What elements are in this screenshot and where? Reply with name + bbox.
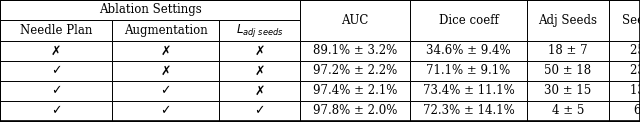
Bar	[527, 61, 609, 81]
Text: 97.2% ± 2.2%: 97.2% ± 2.2%	[313, 65, 397, 77]
Bar	[300, 81, 410, 101]
Text: Ablation Settings: Ablation Settings	[99, 4, 202, 16]
Text: 6 ± 4: 6 ± 4	[634, 105, 640, 117]
Bar	[609, 81, 640, 101]
Bar	[410, 81, 527, 101]
Bar	[0, 61, 112, 81]
Text: 25 ± 9: 25 ± 9	[630, 45, 640, 57]
Bar	[0, 41, 112, 61]
Text: 30 ± 15: 30 ± 15	[545, 85, 591, 97]
Bar	[609, 61, 640, 81]
Text: AUC: AUC	[341, 14, 369, 27]
Bar	[112, 20, 219, 41]
Text: ✗: ✗	[254, 45, 265, 57]
Bar	[527, 41, 609, 61]
Bar	[300, 0, 410, 41]
Bar	[0, 20, 112, 41]
Text: ✓: ✓	[160, 105, 171, 117]
Bar	[0, 0, 300, 20]
Text: ✗: ✗	[254, 85, 265, 97]
Bar	[410, 101, 527, 121]
Bar	[219, 101, 300, 121]
Bar	[300, 101, 410, 121]
Bar	[112, 61, 219, 81]
Text: 71.1% ± 9.1%: 71.1% ± 9.1%	[426, 65, 511, 77]
Text: 50 ± 18: 50 ± 18	[545, 65, 591, 77]
Text: ✗: ✗	[51, 45, 61, 57]
Bar	[410, 61, 527, 81]
Text: 97.4% ± 2.1%: 97.4% ± 2.1%	[313, 85, 397, 97]
Bar	[300, 41, 410, 61]
Text: 34.6% ± 9.4%: 34.6% ± 9.4%	[426, 45, 511, 57]
Text: 18 ± 7: 18 ± 7	[548, 45, 588, 57]
Bar	[609, 101, 640, 121]
Text: 89.1% ± 3.2%: 89.1% ± 3.2%	[313, 45, 397, 57]
Bar	[219, 41, 300, 61]
Bar	[0, 101, 112, 121]
Text: ✗: ✗	[254, 65, 265, 77]
Bar	[609, 0, 640, 41]
Text: ✓: ✓	[254, 105, 265, 117]
Bar	[300, 61, 410, 81]
Text: $L_{adj\ seeds}$: $L_{adj\ seeds}$	[236, 22, 284, 39]
Text: 4 ± 5: 4 ± 5	[552, 105, 584, 117]
Text: Needle Plan: Needle Plan	[20, 24, 92, 37]
Text: ✓: ✓	[51, 85, 61, 97]
Bar	[609, 41, 640, 61]
Bar	[219, 81, 300, 101]
Text: ✗: ✗	[160, 45, 171, 57]
Bar	[527, 81, 609, 101]
Text: Dice coeff: Dice coeff	[438, 14, 499, 27]
Bar	[112, 41, 219, 61]
Text: Seed Diff: Seed Diff	[623, 14, 640, 27]
Bar	[219, 61, 300, 81]
Text: 97.8% ± 2.0%: 97.8% ± 2.0%	[313, 105, 397, 117]
Bar	[112, 101, 219, 121]
Text: ✓: ✓	[160, 85, 171, 97]
Text: ✓: ✓	[51, 65, 61, 77]
Bar	[219, 20, 300, 41]
Text: 23 ± 9: 23 ± 9	[630, 65, 640, 77]
Text: 73.4% ± 11.1%: 73.4% ± 11.1%	[422, 85, 515, 97]
Bar	[112, 81, 219, 101]
Bar	[527, 101, 609, 121]
Text: 72.3% ± 14.1%: 72.3% ± 14.1%	[422, 105, 515, 117]
Text: Adj Seeds: Adj Seeds	[538, 14, 598, 27]
Bar	[410, 41, 527, 61]
Text: Augmentation: Augmentation	[124, 24, 207, 37]
Bar	[410, 0, 527, 41]
Text: ✓: ✓	[51, 105, 61, 117]
Bar	[0, 81, 112, 101]
Bar	[527, 0, 609, 41]
Text: 13 ± 6: 13 ± 6	[630, 85, 640, 97]
Text: ✗: ✗	[160, 65, 171, 77]
